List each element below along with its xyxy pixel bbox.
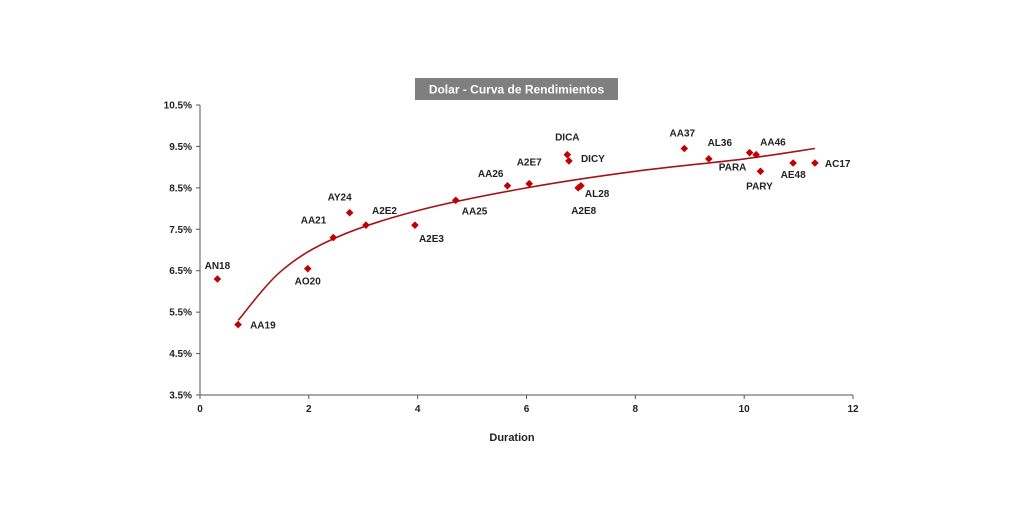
data-point-label: PARY [746,181,773,192]
data-point [563,150,572,159]
data-point [811,159,819,167]
data-point [411,221,419,229]
data-point-label: AA37 [670,129,696,140]
data-point-label: AA21 [301,216,327,227]
data-point-label: AA26 [478,169,504,180]
data-point [704,155,713,163]
x-tick-label: 6 [524,404,530,415]
data-point [789,159,797,167]
x-tick-label: 4 [415,404,421,415]
y-tick-label: 5.5% [169,308,192,319]
data-point-label: AA46 [760,138,786,149]
data-point [745,148,754,157]
chart-title-box [415,78,618,100]
x-tick-label: 2 [306,404,312,415]
data-point [503,181,512,190]
data-point-label: AL28 [585,189,610,200]
data-point [303,264,312,273]
data-point-label: A2E2 [372,206,397,217]
data-point [345,208,354,217]
data-point [362,221,370,229]
trend-line [237,147,816,321]
data-point [234,320,242,329]
data-point-label: AE48 [781,170,806,181]
x-tick-label: 12 [847,404,859,415]
data-points: AN18 AA19 AO20 AA21 AY24 A2E2 A2E3 AA25 AA26 A2E7… [205,129,851,332]
data-point [213,275,222,283]
y-tick-label: 10.5% [164,101,192,112]
data-point-label: A2E8 [571,206,596,217]
x-axis-title: Duration [489,432,535,444]
x-tick-label: 8 [633,404,639,415]
data-point [680,144,689,153]
data-point-label: A2E7 [517,158,542,169]
y-tick-label: 3.5% [169,391,192,402]
data-point-label: A2E3 [419,234,444,245]
data-point [565,157,573,165]
x-tick-label: 0 [197,404,203,415]
data-point-label: AO20 [295,277,322,288]
y-axis-ticks: 3.5% 4.5% 5.5% 6.5% 7.5% 8.5% 9.5% 10.5% [164,101,200,402]
y-tick-label: 8.5% [169,183,192,194]
data-point-label: AA19 [250,321,276,332]
data-point [752,150,760,159]
chart-title: Dolar - Curva de Rendimientos [429,83,605,97]
data-point [574,184,582,192]
data-point-label: AN18 [205,261,231,272]
data-point-label: AL36 [708,138,733,149]
y-tick-label: 4.5% [169,349,192,360]
data-point-label: AA25 [462,206,488,217]
y-tick-label: 7.5% [169,225,192,236]
data-point [451,196,460,205]
data-point-label: AY24 [328,193,353,204]
data-point-label: DICA [555,133,579,144]
data-point-label: PARA [719,163,747,174]
data-point [329,233,338,242]
data-point [525,179,534,188]
data-point [756,167,765,176]
y-tick-label: 6.5% [169,266,192,277]
x-axis-ticks: 0 2 4 6 8 10 12 [197,395,859,415]
data-point-label: AC17 [825,159,851,170]
y-tick-label: 9.5% [169,142,192,153]
data-point-label: DICY [581,154,605,165]
x-tick-label: 10 [739,404,751,415]
